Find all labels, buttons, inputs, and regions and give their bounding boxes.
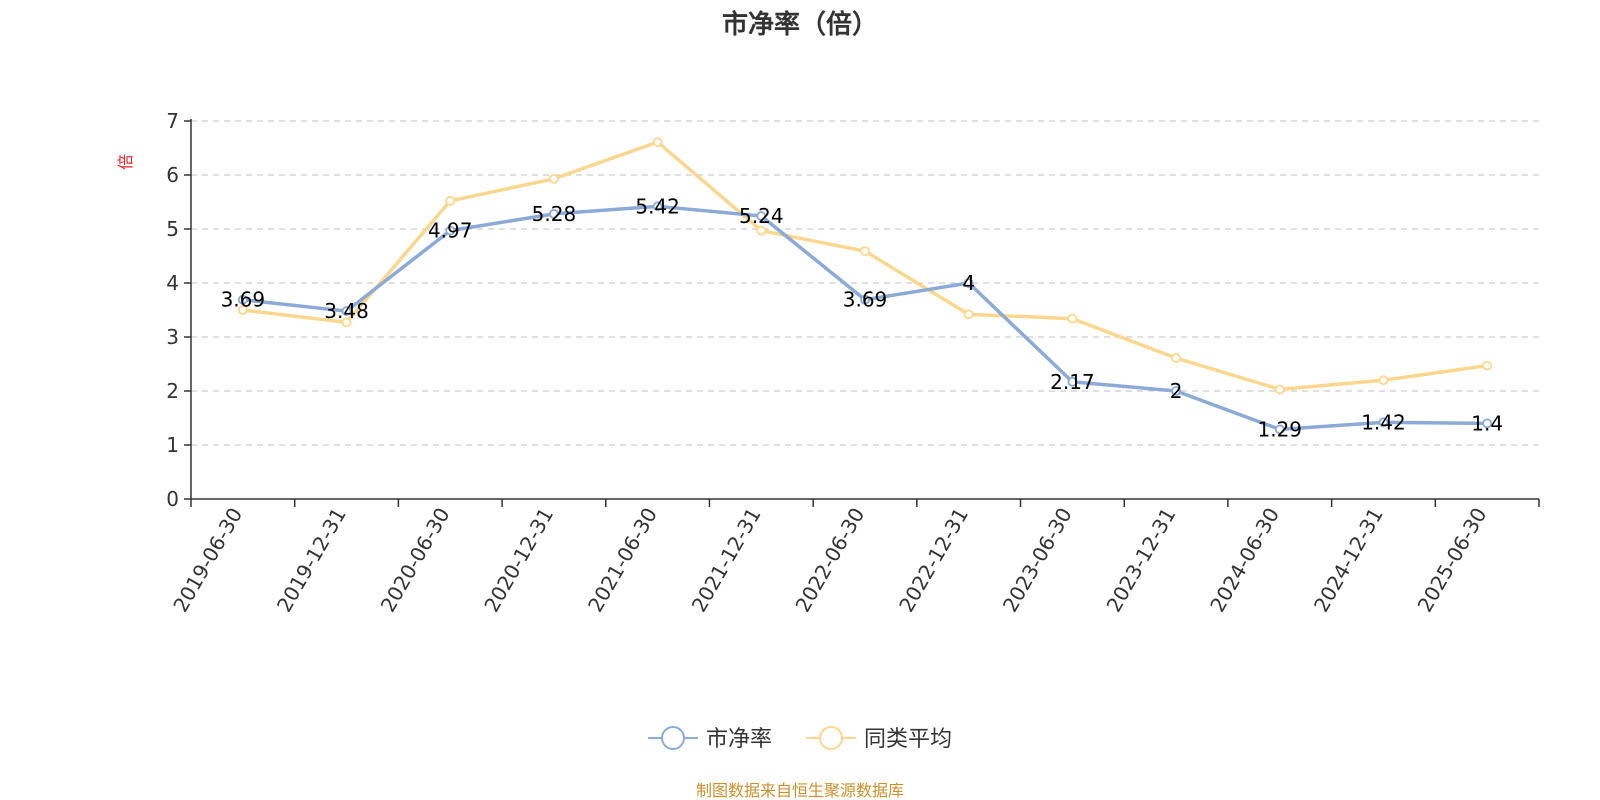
data-point[interactable] [1274, 384, 1285, 395]
data-point[interactable] [549, 173, 559, 184]
y-tick-label: 4 [166, 271, 179, 295]
data-point[interactable] [652, 201, 663, 212]
data-label: 5.42 [635, 194, 680, 218]
data-point[interactable] [1378, 417, 1389, 428]
chart-title: 市净率（倍） [722, 9, 878, 40]
data-label: 3.69 [221, 288, 266, 312]
data-labels: 3.69 3.48 4.97 5.28 5.42 5.24 3.69 4 2.17 2 1.29 1.… [221, 194, 1503, 441]
x-tick-label: 2020-12-31 [479, 504, 558, 617]
data-point[interactable] [756, 225, 767, 236]
data-point[interactable] [237, 305, 248, 315]
data-point[interactable] [1378, 375, 1389, 386]
x-tick-label: 2023-06-30 [998, 504, 1077, 617]
series-peer-average [237, 137, 1493, 395]
y-tick-label: 2 [166, 379, 179, 403]
x-tick-label: 2025-06-30 [1413, 504, 1492, 617]
grid-lines [191, 120, 1539, 446]
x-tick-label: 2024-12-31 [1309, 504, 1388, 617]
data-point[interactable] [237, 294, 248, 305]
data-point[interactable] [549, 208, 559, 219]
data-label: 4.97 [428, 219, 473, 243]
axes: 0 1 2 3 4 5 6 7 2019-06-30 2019-12-31 2020-06-30 20… [166, 109, 1540, 617]
data-label: 1.4 [1471, 411, 1503, 435]
y-tick-label: 0 [166, 487, 179, 511]
y-tick-label: 3 [166, 325, 179, 349]
data-point[interactable] [1482, 418, 1493, 429]
y-tick-label: 6 [166, 163, 179, 187]
x-tick-label: 2023-12-31 [1102, 504, 1181, 617]
x-tick-label: 2019-06-30 [168, 504, 247, 617]
data-point[interactable] [1067, 313, 1078, 324]
legend-label: 同类平均 [864, 727, 952, 752]
legend-marker [819, 726, 843, 750]
data-point[interactable] [1482, 360, 1493, 371]
data-label: 2.17 [1050, 370, 1095, 394]
series-group [237, 137, 1493, 435]
data-label: 1.29 [1258, 417, 1303, 441]
data-point[interactable] [963, 309, 974, 320]
legend-item[interactable]: 市净率 [648, 726, 772, 752]
legend-label: 市净率 [706, 727, 772, 752]
series-pb-ratio [237, 201, 1493, 435]
data-point[interactable] [445, 196, 456, 206]
x-tick-label: 2022-12-31 [894, 504, 973, 617]
data-point[interactable] [1171, 353, 1181, 363]
legend-marker [661, 726, 685, 750]
legend-item[interactable]: 同类平均 [806, 726, 952, 752]
x-tick-label: 2021-06-30 [583, 504, 662, 617]
data-point[interactable] [756, 211, 767, 221]
x-tick-label: 2021-12-31 [687, 504, 766, 617]
data-point[interactable] [652, 137, 663, 147]
data-point[interactable] [1171, 386, 1181, 396]
data-point[interactable] [445, 225, 456, 236]
data-label: 5.28 [532, 202, 577, 226]
y-axis-unit-label: 倍 [116, 154, 135, 170]
data-point[interactable] [1274, 424, 1285, 435]
data-label: 2 [1170, 379, 1183, 403]
x-tick-label: 2024-06-30 [1205, 504, 1284, 617]
y-tick-label: 5 [166, 217, 179, 241]
data-point[interactable] [1067, 376, 1078, 387]
source-note: 制图数据来自恒生聚源数据库 [696, 781, 904, 800]
data-point[interactable] [963, 278, 974, 288]
x-tick-label: 2020-06-30 [376, 504, 455, 617]
data-label: 1.42 [1361, 410, 1406, 434]
y-tick-label: 1 [166, 433, 179, 457]
data-point[interactable] [860, 294, 870, 305]
legend[interactable]: 市净率 同类平均 [648, 726, 952, 752]
data-point[interactable] [341, 306, 352, 316]
data-point[interactable] [860, 246, 870, 257]
data-label: 3.69 [843, 288, 888, 312]
x-tick-label: 2022-06-30 [790, 504, 869, 617]
x-tick-label: 2019-12-31 [272, 504, 351, 617]
data-label: 4 [962, 271, 975, 295]
data-point[interactable] [341, 317, 352, 328]
y-tick-label: 7 [166, 109, 179, 133]
series-line [242, 140, 1488, 392]
data-label: 5.24 [739, 204, 784, 228]
data-label: 3.48 [324, 299, 369, 323]
